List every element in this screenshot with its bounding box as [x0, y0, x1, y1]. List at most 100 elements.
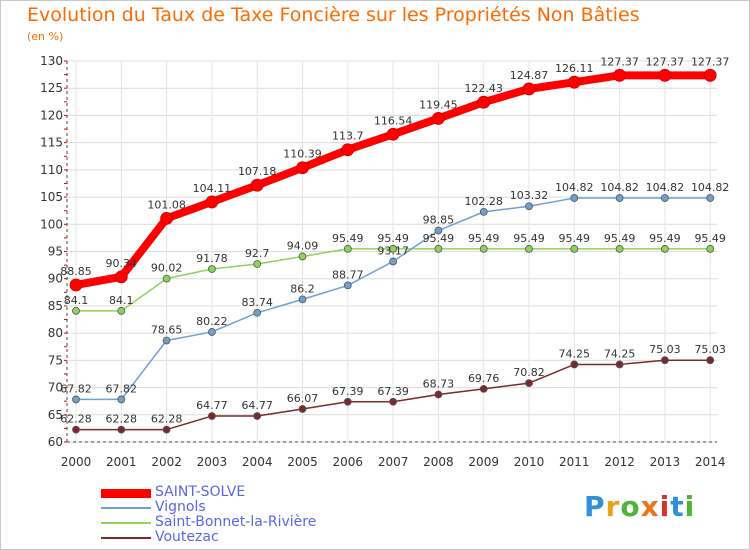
data-point — [431, 112, 445, 125]
y-tick-label: 120 — [40, 108, 63, 122]
legend-label: Vignols — [155, 499, 206, 515]
data-point — [205, 195, 219, 209]
data-point — [434, 244, 443, 253]
legend-swatch — [101, 522, 151, 524]
data-label: 68.73 — [423, 377, 455, 390]
y-tick-label: 105 — [40, 190, 63, 204]
data-label: 104.82 — [555, 181, 594, 194]
legend-label: SAINT-SOLVE — [155, 484, 246, 500]
data-label: 92.7 — [245, 247, 270, 260]
data-label: 102.28 — [464, 195, 503, 208]
legend-swatch — [101, 537, 151, 539]
data-point — [706, 244, 715, 253]
data-label: 95.49 — [513, 232, 545, 245]
data-label: 86.2 — [290, 282, 315, 295]
legend-label: Saint-Bonnet-la-Rivière — [155, 514, 317, 530]
data-point — [570, 360, 579, 369]
data-point — [117, 395, 126, 404]
data-label: 104.82 — [600, 181, 639, 194]
chart-unit-subtitle: (en %) — [27, 30, 64, 43]
data-point — [522, 82, 536, 96]
data-point — [253, 308, 262, 317]
data-point — [477, 95, 491, 109]
data-label: 127.37 — [646, 55, 685, 68]
y-tick-label: 70 — [48, 381, 63, 395]
data-point — [661, 244, 669, 253]
data-point — [298, 405, 307, 413]
data-point — [296, 161, 309, 175]
data-label: 110.39 — [283, 148, 322, 161]
data-point — [434, 226, 443, 235]
proxiti-logo: Proxiti — [584, 490, 695, 523]
logo-letter: r — [605, 490, 621, 523]
data-label: 95.49 — [332, 232, 364, 245]
logo-letter: o — [620, 490, 641, 523]
data-label: 62.28 — [60, 413, 92, 426]
data-point — [72, 425, 80, 434]
x-tick-label: 2012 — [604, 455, 635, 469]
y-tick-label: 100 — [40, 217, 63, 231]
logo-letter: P — [584, 490, 606, 523]
logo-letter: i — [659, 490, 671, 523]
data-label: 113.7 — [332, 130, 364, 143]
data-label: 75.03 — [649, 343, 681, 356]
y-tick-label: 115 — [40, 136, 63, 150]
data-label: 95.49 — [559, 232, 591, 245]
data-point — [525, 202, 533, 211]
data-label: 95.49 — [694, 232, 726, 245]
logo-letter: x — [640, 490, 660, 523]
data-label: 84.1 — [64, 294, 89, 307]
data-label: 69.76 — [468, 372, 500, 385]
y-tick-label: 125 — [40, 81, 63, 95]
data-point — [253, 260, 262, 268]
data-label: 122.43 — [464, 82, 503, 95]
data-label: 104.82 — [691, 181, 730, 194]
x-tick-label: 2003 — [197, 455, 228, 469]
data-label: 98.85 — [423, 214, 455, 227]
data-label: 64.77 — [241, 399, 273, 412]
data-point — [389, 244, 398, 253]
data-label: 75.03 — [694, 343, 726, 356]
data-point — [703, 68, 717, 82]
data-point — [479, 207, 488, 216]
legend-swatch — [101, 488, 151, 498]
y-tick-label: 60 — [48, 435, 63, 449]
y-tick-label: 65 — [48, 408, 63, 422]
data-label: 90.02 — [151, 262, 183, 275]
data-point — [207, 412, 216, 420]
data-label: 84.1 — [109, 294, 134, 307]
data-point — [207, 265, 216, 273]
x-tick-label: 2013 — [650, 455, 681, 469]
data-point — [386, 127, 400, 141]
data-label: 88.77 — [332, 268, 364, 281]
y-tick-label: 95 — [48, 245, 63, 259]
data-point — [343, 281, 352, 290]
data-point — [162, 336, 171, 345]
data-point — [162, 274, 171, 283]
x-tick-label: 2009 — [468, 455, 499, 469]
data-point — [661, 194, 669, 202]
y-tick-label: 110 — [40, 163, 63, 177]
data-label: 101.08 — [147, 198, 186, 211]
data-label: 127.37 — [691, 55, 730, 68]
data-point — [615, 360, 624, 369]
x-tick-label: 2008 — [423, 455, 454, 469]
data-point — [706, 356, 715, 365]
data-label: 91.78 — [196, 252, 228, 265]
data-point — [525, 379, 533, 388]
data-label: 116.54 — [374, 114, 413, 127]
data-point — [525, 244, 533, 253]
logo-letter: t — [670, 490, 685, 523]
data-label: 103.32 — [510, 189, 549, 202]
data-label: 66.07 — [287, 392, 319, 405]
data-point — [114, 270, 128, 284]
data-label: 62.28 — [151, 413, 183, 426]
data-point — [479, 244, 488, 253]
x-tick-label: 2011 — [559, 455, 590, 469]
y-tick-label: 80 — [48, 326, 63, 340]
data-label: 95.49 — [377, 232, 409, 245]
data-point — [570, 244, 579, 253]
data-label: 78.65 — [151, 323, 183, 336]
